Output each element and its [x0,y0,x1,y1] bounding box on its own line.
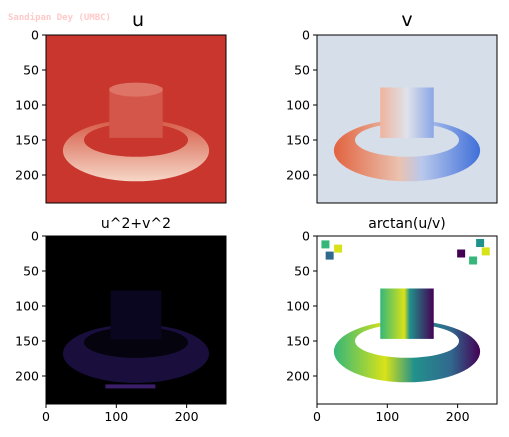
panel-magnitude: u^2+v^2 0 50 100 150 200 0 100 200 [15,216,227,425]
magnitude-ring-inner [83,327,189,358]
y-tick-label: 50 [23,63,39,78]
y-tick-label: 150 [15,133,39,148]
panel-magnitude-frame [45,235,227,405]
panel-angle-axis: 0 50 100 150 200 0 100 200 [286,229,469,425]
y-tick-label: 200 [15,168,39,183]
y-tick-label: 100 [286,98,310,113]
angle-speckle [476,239,485,247]
magnitude-highlight [105,384,156,389]
angle-speckle [481,247,490,256]
magnitude-cylinder [110,290,162,340]
angle-cylinder [380,288,434,339]
y-tick-label: 200 [286,369,310,384]
panel-magnitude-axis: 0 50 100 150 200 0 100 200 [15,229,198,425]
x-tick-label: 0 [42,409,50,424]
y-tick-label: 200 [286,168,310,183]
y-tick-label: 100 [286,299,310,314]
panel-u-frame [45,34,227,204]
panel-u-title: u [132,9,144,31]
y-tick-label: 0 [31,28,39,43]
panel-v-title: v [401,9,412,31]
x-tick-label: 200 [446,409,470,424]
y-tick-label: 0 [31,229,39,244]
panel-v: v 0 50 100 150 200 [286,9,498,204]
x-tick-label: 100 [104,409,128,424]
y-tick-label: 50 [294,264,310,279]
y-tick-label: 150 [286,334,310,349]
y-tick-label: 150 [15,334,39,349]
panel-u: u 0 50 100 150 200 [15,9,227,204]
panel-magnitude-image [46,236,226,404]
y-tick-label: 100 [15,98,39,113]
v-cylinder [380,87,434,138]
panel-angle: arctan(u/v) 0 50 100 150 200 0 100 200 [286,216,498,425]
panel-angle-frame [316,235,498,405]
y-tick-label: 100 [15,299,39,314]
angle-speckle [457,249,466,258]
watermark-text: Sandipan Dey (UMBC) [8,12,111,23]
panel-u-image [46,35,226,203]
angle-speckle [469,256,478,265]
x-tick-label: 100 [375,409,399,424]
y-tick-label: 200 [15,369,39,384]
y-tick-label: 0 [302,28,310,43]
y-tick-label: 150 [286,133,310,148]
panel-magnitude-title: u^2+v^2 [101,216,171,232]
y-tick-label: 50 [294,63,310,78]
panel-angle-image [317,236,497,404]
x-tick-label: 0 [313,409,321,424]
y-tick-label: 50 [23,264,39,279]
panel-v-frame [316,34,498,204]
panel-v-image [317,35,497,203]
panel-v-axis: 0 50 100 150 200 [286,28,317,183]
x-tick-label: 200 [175,409,199,424]
y-tick-label: 0 [302,229,310,244]
panel-u-axis: 0 50 100 150 200 [15,28,46,183]
panel-angle-title: arctan(u/v) [368,216,445,232]
angle-speckle [321,240,330,249]
angle-speckle [334,244,343,253]
u-cylinder-top [109,82,163,97]
angle-speckle [325,251,334,260]
